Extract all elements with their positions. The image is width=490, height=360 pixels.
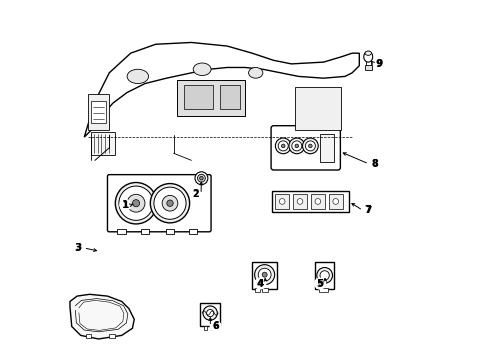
Circle shape bbox=[73, 243, 83, 253]
Bar bbox=[252, 262, 277, 289]
Circle shape bbox=[289, 138, 305, 154]
Bar bbox=[365, 64, 372, 70]
Text: 8: 8 bbox=[371, 159, 377, 168]
Circle shape bbox=[207, 310, 214, 317]
Bar bbox=[293, 194, 307, 209]
Bar bbox=[184, 85, 213, 109]
Circle shape bbox=[369, 158, 380, 169]
Circle shape bbox=[363, 205, 373, 216]
Circle shape bbox=[305, 141, 316, 151]
Bar bbox=[200, 303, 220, 327]
Circle shape bbox=[154, 187, 186, 219]
Bar bbox=[318, 288, 327, 292]
Bar bbox=[92, 132, 115, 155]
Bar bbox=[141, 229, 149, 234]
Circle shape bbox=[115, 183, 157, 224]
Text: 4: 4 bbox=[257, 279, 264, 289]
Bar bbox=[92, 102, 106, 123]
Bar bbox=[177, 80, 245, 116]
Bar bbox=[272, 191, 348, 212]
Text: 6: 6 bbox=[212, 321, 219, 332]
FancyBboxPatch shape bbox=[271, 126, 341, 170]
Bar bbox=[189, 229, 197, 234]
Circle shape bbox=[309, 144, 312, 148]
FancyBboxPatch shape bbox=[107, 175, 211, 232]
Text: 3: 3 bbox=[75, 243, 81, 253]
Circle shape bbox=[278, 141, 288, 151]
Bar bbox=[109, 334, 115, 338]
Ellipse shape bbox=[248, 67, 263, 78]
Circle shape bbox=[255, 265, 275, 285]
Circle shape bbox=[132, 200, 140, 207]
Circle shape bbox=[120, 200, 131, 210]
Text: 2: 2 bbox=[193, 190, 199, 199]
Circle shape bbox=[195, 172, 208, 185]
Text: 1: 1 bbox=[122, 201, 128, 210]
Circle shape bbox=[297, 199, 303, 204]
Circle shape bbox=[190, 189, 201, 200]
Bar bbox=[166, 229, 174, 234]
Bar bbox=[88, 94, 109, 130]
Ellipse shape bbox=[193, 63, 211, 76]
Circle shape bbox=[302, 138, 318, 154]
Text: 3: 3 bbox=[75, 243, 81, 252]
Circle shape bbox=[127, 194, 145, 212]
Ellipse shape bbox=[365, 51, 371, 55]
Circle shape bbox=[317, 267, 333, 283]
Text: 7: 7 bbox=[365, 205, 371, 215]
Circle shape bbox=[333, 199, 339, 204]
Circle shape bbox=[281, 144, 285, 148]
Circle shape bbox=[167, 200, 173, 206]
Circle shape bbox=[262, 272, 267, 277]
Text: 5: 5 bbox=[317, 279, 323, 288]
Circle shape bbox=[119, 186, 153, 220]
Circle shape bbox=[315, 278, 325, 289]
Bar bbox=[220, 85, 240, 109]
Text: 4: 4 bbox=[257, 279, 264, 288]
Bar bbox=[315, 262, 334, 289]
Circle shape bbox=[258, 268, 271, 281]
Bar bbox=[118, 229, 126, 234]
Bar bbox=[109, 176, 209, 230]
Bar bbox=[255, 288, 260, 292]
Bar bbox=[329, 194, 343, 209]
PathPatch shape bbox=[84, 42, 359, 137]
Circle shape bbox=[203, 306, 218, 320]
Circle shape bbox=[295, 144, 298, 148]
Circle shape bbox=[150, 184, 190, 223]
Bar bbox=[366, 59, 371, 66]
Bar bbox=[204, 326, 207, 330]
Circle shape bbox=[199, 176, 203, 180]
Text: 5: 5 bbox=[317, 279, 323, 289]
Circle shape bbox=[210, 321, 221, 332]
Bar bbox=[311, 194, 325, 209]
Bar bbox=[86, 334, 92, 338]
Circle shape bbox=[197, 174, 205, 182]
Text: 7: 7 bbox=[365, 206, 371, 215]
Circle shape bbox=[255, 278, 266, 289]
Circle shape bbox=[279, 199, 285, 204]
Circle shape bbox=[320, 271, 329, 280]
Text: 9: 9 bbox=[376, 59, 383, 68]
Circle shape bbox=[292, 141, 302, 151]
Ellipse shape bbox=[127, 69, 148, 84]
Circle shape bbox=[162, 195, 178, 211]
Ellipse shape bbox=[364, 51, 373, 62]
Text: 9: 9 bbox=[376, 59, 383, 69]
Circle shape bbox=[315, 199, 321, 204]
Bar bbox=[262, 288, 268, 292]
Circle shape bbox=[275, 138, 291, 154]
Bar bbox=[275, 194, 289, 209]
Bar bbox=[320, 134, 334, 162]
Text: 2: 2 bbox=[193, 189, 199, 199]
PathPatch shape bbox=[70, 294, 134, 339]
Text: 6: 6 bbox=[213, 322, 219, 331]
Text: 1: 1 bbox=[122, 200, 129, 210]
Bar bbox=[295, 87, 342, 130]
Circle shape bbox=[374, 59, 385, 69]
Bar bbox=[211, 326, 215, 330]
Text: 8: 8 bbox=[371, 159, 378, 169]
